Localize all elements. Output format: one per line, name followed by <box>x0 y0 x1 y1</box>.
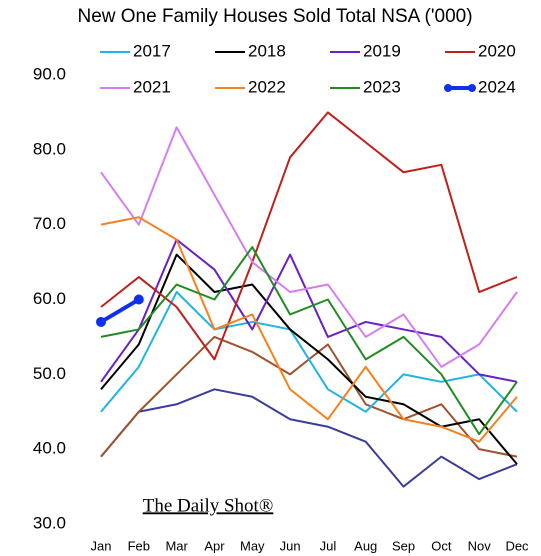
point <box>96 316 106 327</box>
series-line <box>100 126 518 368</box>
x-tick-label: Nov <box>468 538 492 553</box>
legend-label: 2019 <box>363 41 401 60</box>
y-tick-label: 50.0 <box>33 364 66 383</box>
y-tick-label: 70.0 <box>33 214 66 233</box>
series-line <box>100 216 518 443</box>
series-line <box>100 111 518 361</box>
y-tick-label: 30.0 <box>33 513 66 532</box>
legend-label: 2018 <box>248 41 286 60</box>
x-tick-label: Jul <box>320 538 337 553</box>
x-tick-label: Sep <box>392 538 415 553</box>
point <box>133 294 144 305</box>
legend-label: 2023 <box>363 77 401 96</box>
y-tick-label: 90.0 <box>33 64 66 83</box>
x-tick-label: Apr <box>204 538 225 553</box>
legend-label: 2022 <box>248 77 286 96</box>
x-tick-label: Feb <box>128 538 150 553</box>
series-line <box>100 246 518 436</box>
watermark: The Daily Shot® <box>143 495 274 516</box>
x-tick-label: Mar <box>165 538 188 553</box>
legend-label: 2021 <box>133 77 171 96</box>
x-tick-label: Dec <box>505 538 529 553</box>
series-line <box>99 297 140 324</box>
legend-label: 2024 <box>478 77 516 96</box>
y-tick-label: 80.0 <box>33 139 66 158</box>
legend-marker <box>468 84 476 92</box>
y-tick-label: 40.0 <box>33 439 66 458</box>
y-tick-label: 60.0 <box>33 289 66 308</box>
x-tick-label: Jun <box>280 538 301 553</box>
legend-label: 2017 <box>133 41 171 60</box>
x-tick-label: May <box>240 538 265 553</box>
legend-label: 2020 <box>478 41 516 60</box>
legend-marker <box>444 84 452 92</box>
chart-title: New One Family Houses Sold Total NSA ('0… <box>77 6 472 27</box>
series-line <box>100 238 518 383</box>
x-tick-label: Oct <box>431 538 452 553</box>
series-line <box>100 291 518 413</box>
series-line <box>100 253 518 465</box>
x-tick-label: Jan <box>91 538 112 553</box>
series-line <box>100 388 518 488</box>
x-tick-label: Aug <box>354 538 377 553</box>
